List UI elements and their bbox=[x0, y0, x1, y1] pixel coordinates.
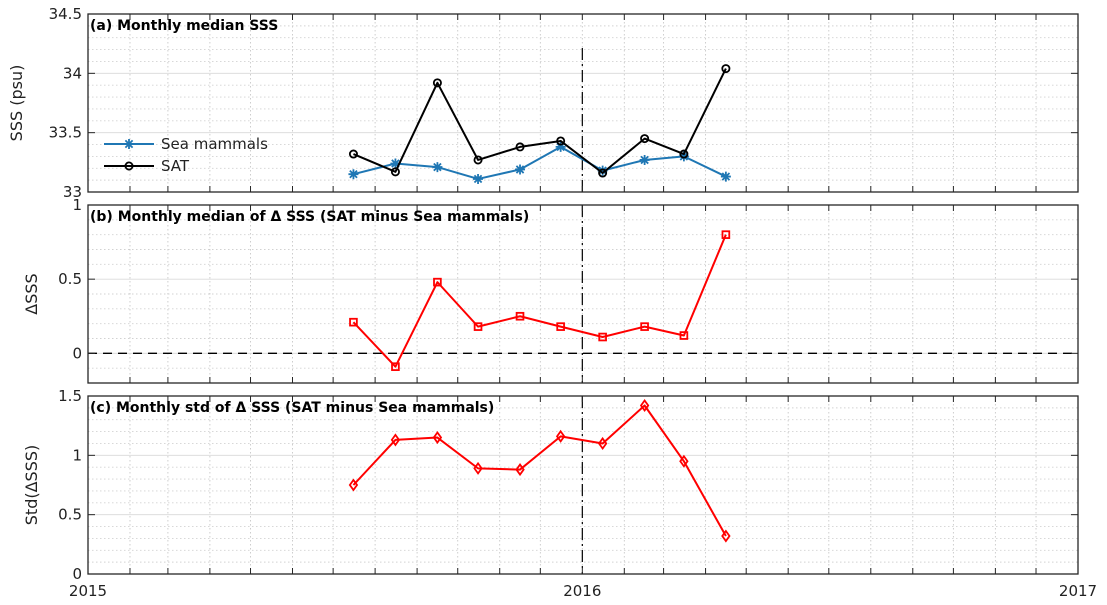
axes-box bbox=[87, 204, 1079, 384]
y-tick-label: 0.5 bbox=[58, 506, 82, 524]
grid bbox=[88, 396, 1078, 574]
data-point bbox=[720, 171, 731, 182]
data-point bbox=[433, 277, 442, 287]
data-point bbox=[390, 167, 400, 177]
x-tick-label: 2017 bbox=[1059, 582, 1097, 600]
data-point bbox=[473, 322, 483, 331]
series-line bbox=[352, 404, 727, 537]
data-point bbox=[678, 151, 689, 162]
series-line bbox=[353, 145, 727, 180]
data-point bbox=[639, 154, 650, 165]
data-point bbox=[515, 164, 526, 175]
y-axis-label: Std(ΔSSS) bbox=[22, 445, 41, 525]
data-point bbox=[390, 433, 401, 447]
panel-c: 0 0.5 1 1.5 Std(ΔSSS) (c) Monthly std of Δ SS… bbox=[22, 387, 1097, 600]
legend: Sea mammals SAT bbox=[104, 135, 268, 175]
panel-title: (c) Monthly std of Δ SSS (SAT minus Sea … bbox=[90, 400, 494, 416]
series-delta-sss bbox=[349, 230, 731, 371]
x-tick-label: 2015 bbox=[69, 582, 107, 600]
data-point bbox=[556, 322, 565, 331]
y-tick-label: 1 bbox=[72, 446, 82, 464]
data-point bbox=[515, 142, 525, 152]
data-point bbox=[432, 78, 442, 88]
data-point bbox=[349, 317, 358, 327]
series-delta-sss bbox=[348, 398, 731, 543]
series-sea-mammals bbox=[348, 141, 731, 184]
data-point bbox=[721, 64, 731, 74]
data-point bbox=[515, 463, 525, 477]
y-tick-label: 0.5 bbox=[58, 270, 82, 288]
y-tick-label: 33.5 bbox=[49, 124, 82, 142]
y-tick-label: 0 bbox=[72, 344, 82, 362]
data-point bbox=[432, 162, 443, 173]
y-tick-label: 1 bbox=[72, 196, 82, 214]
data-point bbox=[556, 136, 566, 146]
y-axis-label: ΔSSS bbox=[22, 273, 41, 314]
x-tick-label: 2016 bbox=[563, 582, 601, 600]
data-point bbox=[473, 155, 483, 165]
data-point bbox=[721, 230, 731, 239]
data-point bbox=[598, 332, 607, 342]
axes-box bbox=[87, 395, 1079, 575]
data-point bbox=[432, 430, 443, 445]
data-point bbox=[555, 141, 566, 152]
data-point bbox=[348, 149, 358, 159]
data-point bbox=[348, 478, 359, 492]
data-point bbox=[598, 168, 608, 178]
data-point bbox=[679, 331, 689, 340]
grid bbox=[88, 205, 1078, 383]
data-point bbox=[640, 322, 649, 331]
y-tick-label: 34.5 bbox=[49, 5, 82, 23]
data-point bbox=[639, 398, 650, 413]
axes-box bbox=[87, 13, 1079, 193]
y-tick-label: 0 bbox=[72, 565, 82, 583]
legend-marker bbox=[124, 139, 134, 149]
data-point bbox=[640, 134, 650, 144]
data-point bbox=[391, 362, 400, 371]
data-point bbox=[473, 461, 483, 475]
grid bbox=[88, 14, 1078, 192]
series-line bbox=[352, 234, 727, 368]
data-point bbox=[679, 454, 689, 468]
y-tick-label: 1.5 bbox=[58, 387, 82, 405]
panel-a: 33 33.5 34 34.5 SSS (psu) (a) Monthly median … bbox=[7, 5, 1079, 201]
data-point bbox=[597, 436, 608, 451]
y-tick-label: 33 bbox=[63, 183, 82, 201]
series-sat bbox=[348, 64, 731, 178]
legend-label: Sea mammals bbox=[161, 135, 268, 153]
data-point bbox=[473, 173, 484, 184]
data-point bbox=[597, 165, 608, 176]
panel-b: 0 0.5 1 ΔSSS (b) Monthly median of Δ SSS (SA… bbox=[22, 196, 1079, 384]
data-point bbox=[721, 529, 731, 543]
legend-label: SAT bbox=[161, 157, 190, 175]
panel-title: (a) Monthly median SSS bbox=[90, 18, 278, 34]
data-point bbox=[679, 149, 689, 159]
y-tick-label: 34 bbox=[63, 64, 82, 82]
data-point bbox=[348, 169, 359, 180]
series-line bbox=[353, 68, 727, 175]
legend-marker bbox=[124, 161, 134, 171]
data-point bbox=[390, 158, 401, 169]
data-point bbox=[555, 429, 566, 443]
panel-title: (b) Monthly median of Δ SSS (SAT minus S… bbox=[90, 209, 529, 225]
data-point bbox=[515, 311, 525, 321]
y-axis-label: SSS (psu) bbox=[7, 65, 26, 142]
